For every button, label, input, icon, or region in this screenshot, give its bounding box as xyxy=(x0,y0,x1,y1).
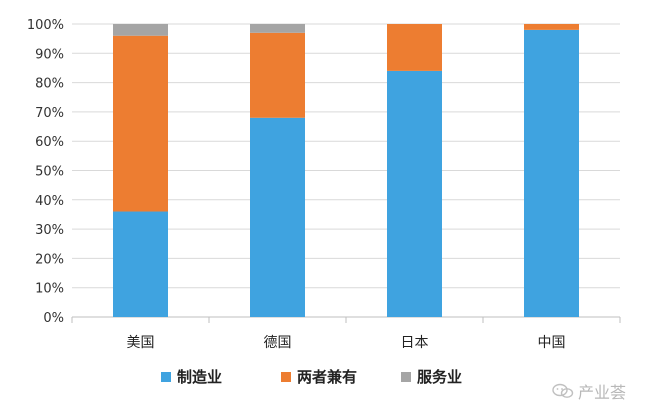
legend-label: 两者兼有 xyxy=(297,368,357,386)
bar-制造业 xyxy=(387,70,442,317)
bar-制造业 xyxy=(250,117,305,317)
y-tick-label: 40% xyxy=(35,194,64,209)
bar-服务业 xyxy=(250,24,305,33)
legend-swatch xyxy=(281,372,291,382)
bar-服务业 xyxy=(113,24,168,36)
bar-两者兼有 xyxy=(113,35,168,212)
legend-label: 服务业 xyxy=(417,368,462,386)
y-tick-label: 100% xyxy=(27,18,64,33)
legend-swatch xyxy=(401,372,411,382)
y-tick-label: 50% xyxy=(35,165,64,180)
y-tick-label: 70% xyxy=(35,106,64,121)
legend-label: 制造业 xyxy=(177,368,222,386)
y-tick-label: 90% xyxy=(35,47,64,62)
watermark-text: 产业荟 xyxy=(577,383,626,402)
y-tick-label: 30% xyxy=(35,223,64,238)
bar-制造业 xyxy=(524,29,579,318)
y-tick-label: 0% xyxy=(43,311,64,326)
y-tick-label: 10% xyxy=(35,282,64,297)
bars xyxy=(113,24,579,318)
x-tick-label: 中国 xyxy=(538,335,566,351)
legend: 制造业 两者兼有 服务业 xyxy=(161,368,462,386)
y-tick-label: 80% xyxy=(35,77,64,92)
bar-两者兼有 xyxy=(387,24,442,71)
axes: 0% 10% 20% 30% 40% 50% 60% 70% 80% 90% 100% 美国 德国 日本 中… xyxy=(27,18,621,351)
watermark: 产业荟 xyxy=(552,379,626,403)
x-tick-label: 日本 xyxy=(401,335,429,351)
y-tick-label: 60% xyxy=(35,135,64,150)
bar-两者兼有 xyxy=(524,24,579,30)
bar-两者兼有 xyxy=(250,32,305,118)
x-tick-label: 美国 xyxy=(127,335,155,351)
y-tick-label: 20% xyxy=(35,252,64,267)
legend-swatch xyxy=(161,372,171,382)
wechat-icon xyxy=(552,383,574,398)
bar-制造业 xyxy=(113,211,168,317)
x-tick-label: 德国 xyxy=(264,335,292,351)
